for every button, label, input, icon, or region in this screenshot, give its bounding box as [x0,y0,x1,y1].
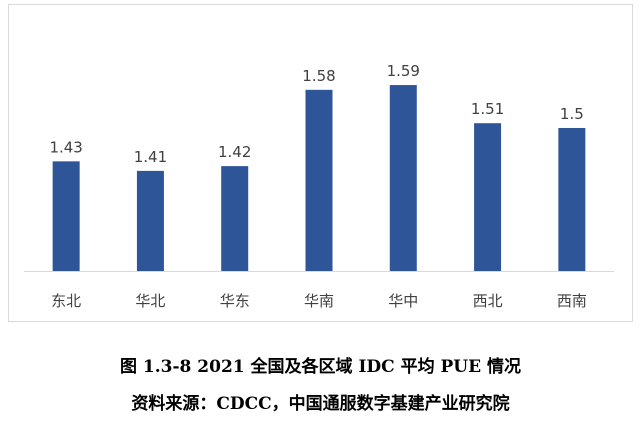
labels-layer: 1.43 东北 1.41 华北 1.42 华东 1.58 华南 1.59 华中 1.51 西北 1.5 西… [49,62,586,310]
x-tick-label-3: 华南 [304,292,334,310]
bar-4 [389,85,417,272]
data-label-5: 1.51 [471,100,504,118]
data-label-1: 1.41 [134,148,167,166]
data-label-4: 1.59 [387,62,420,80]
bars-layer [52,85,586,272]
x-tick-label-0: 东北 [51,292,81,310]
figure-caption: 图 1.3-8 2021 全国及各区域 IDC 平均 PUE 情况 [120,357,521,377]
bar-6 [558,127,586,271]
bar-5 [474,123,502,271]
data-label-6: 1.5 [560,105,584,123]
x-tick-label-1: 华北 [135,292,165,310]
source-note: 资料来源：CDCC，中国通服数字基建产业研究院 [131,394,510,414]
data-label-0: 1.43 [49,138,82,156]
pue-bar-chart: 1.43 东北 1.41 华北 1.42 华东 1.58 华南 1.59 华中 1.51 西北 1.5 西… [24,62,614,310]
x-tick-label-4: 华中 [388,292,418,310]
bar-3 [305,89,333,271]
x-tick-label-6: 西南 [557,292,587,310]
data-label-3: 1.58 [302,67,335,85]
x-tick-label-2: 华东 [220,292,250,310]
bar-2 [221,166,249,271]
x-tick-label-5: 西北 [473,292,503,310]
bar-0 [52,161,80,271]
data-label-2: 1.42 [218,143,251,161]
bar-1 [136,170,164,271]
